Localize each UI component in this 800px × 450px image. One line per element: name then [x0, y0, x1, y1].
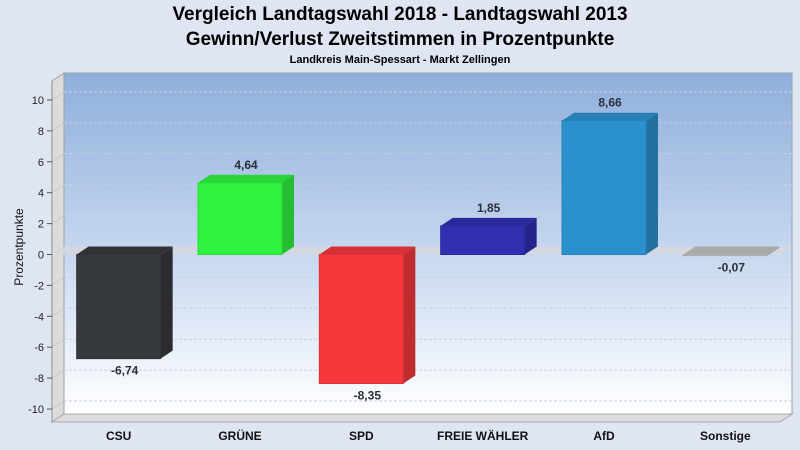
y-tick-label: -8 [34, 373, 44, 385]
bar-side [160, 246, 173, 359]
bar-side [282, 174, 294, 255]
bar-front [318, 254, 404, 385]
chart-subtitle: Gewinn/Verlust Zweitstimmen in Prozentpu… [185, 29, 615, 50]
bar-front [682, 254, 768, 257]
y-tick-label: 4 [38, 188, 44, 200]
labels: -6,74 CSU 4,64 GRÜNE -8,35 SPD 1,85 FREIE WÄHLE… [106, 96, 751, 443]
bar-front [197, 182, 283, 255]
gridline-side [51, 215, 65, 225]
plot-area [50, 72, 794, 423]
bar-afd [561, 112, 658, 255]
x-tick-label: CSU [106, 429, 131, 443]
bar-front [561, 120, 647, 255]
y-axis-title: Prozentpunkte [12, 208, 26, 286]
chart-region-subtitle: Landkreis Main-Spessart - Markt Zellinge… [289, 54, 511, 66]
bar-top [198, 174, 294, 183]
bar-spd [318, 246, 416, 385]
floor [50, 413, 794, 423]
gridline-side [51, 91, 65, 101]
bar-side [403, 246, 416, 384]
bar-side [767, 246, 780, 256]
gridline-side [51, 184, 65, 194]
x-tick-label: AfD [593, 429, 615, 443]
y-tick-label: 8 [38, 126, 44, 138]
x-tick-label: SPD [349, 429, 374, 443]
y-tick-label: -4 [34, 311, 44, 323]
bar-freie-w-hler [440, 217, 537, 255]
bar-gr-ne [197, 174, 294, 255]
y-tick-label: -2 [34, 280, 44, 292]
chart-title: Vergleich Landtagswahl 2018 - Landtagswa… [172, 4, 628, 25]
bar-top [562, 112, 658, 121]
value-label: -6,74 [111, 364, 139, 378]
bar-top [76, 246, 173, 255]
bar-top [440, 217, 537, 226]
y-tick-label: 2 [38, 219, 44, 231]
back-wall [63, 72, 793, 415]
bar-top [319, 246, 416, 255]
gridline-side [51, 400, 65, 410]
bar-side [524, 217, 537, 255]
bar-front [76, 254, 162, 360]
y-tick-label: 10 [32, 95, 44, 107]
bar-front [440, 225, 526, 255]
value-label: -0,07 [718, 261, 746, 275]
bar-side [646, 112, 658, 255]
y-axis: 10 8 6 4 2 0 -2 -4 -6 -8 -10 [28, 81, 53, 422]
y-tick-label: 6 [38, 157, 44, 169]
gridline-side [51, 153, 65, 163]
value-label: 1,85 [477, 201, 501, 215]
x-tick-label: Sonstige [700, 429, 751, 443]
side-wall [51, 72, 65, 423]
bar-csu [76, 246, 173, 360]
gridline-side [51, 122, 65, 132]
bar-sonstige [682, 246, 780, 257]
y-tick-label: 0 [38, 250, 44, 262]
y-tick-label: -10 [28, 404, 44, 416]
x-tick-label: FREIE WÄHLER [437, 428, 529, 443]
bar-top [683, 246, 780, 255]
value-label: 8,66 [598, 96, 622, 110]
gridline-side [51, 307, 65, 317]
gridline-side [51, 338, 65, 348]
bars [76, 112, 780, 385]
x-tick-label: GRÜNE [218, 428, 261, 443]
value-label: 4,64 [234, 158, 258, 172]
gridline-side [51, 369, 65, 379]
value-label: -8,35 [354, 389, 382, 403]
y-tick-label: -6 [34, 342, 44, 354]
gridline-side [51, 276, 65, 286]
